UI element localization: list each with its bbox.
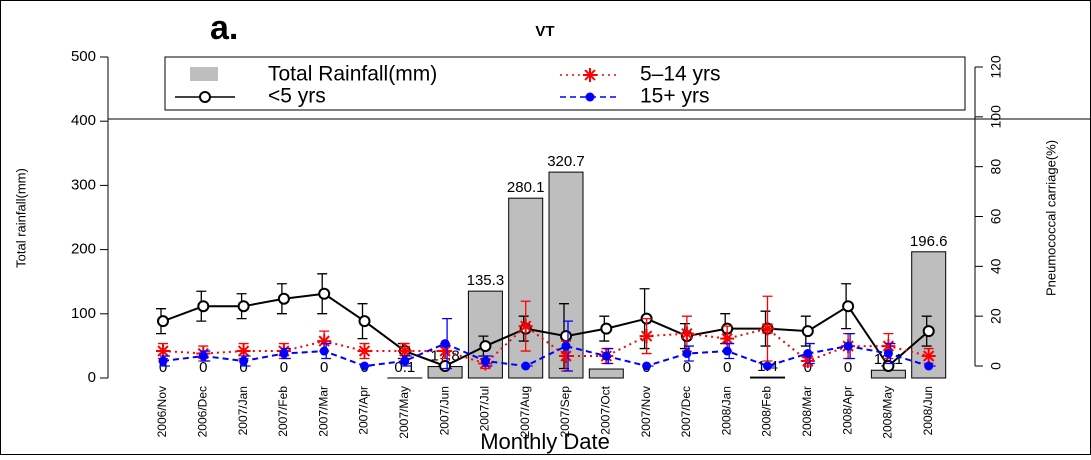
y2-axis-label: Pneumococcal carriage(%) [1043,140,1058,296]
x-tick-label: 2007/Jan [236,386,250,435]
point [642,362,651,371]
panel-label: a. [210,9,238,47]
point [279,349,288,358]
point [239,357,248,366]
point [682,349,691,358]
point [199,352,208,361]
point [319,289,329,299]
value-label: 0 [723,359,731,376]
point [884,349,893,358]
x-tick-label: 2007/Dec [679,386,693,437]
point [159,357,168,366]
y2-tick-label: 40 [988,258,1004,274]
point [480,341,490,351]
legend-label: <5 yrs [268,85,326,108]
point [924,326,934,336]
point [602,352,611,361]
y2-tick-label: 60 [988,209,1004,225]
point [803,326,813,336]
legend-marker [200,92,210,102]
y2-tick-label: 0 [988,362,1004,370]
point [843,301,853,311]
legend-label: Total Rainfall(mm) [268,63,437,86]
legend-label: 5–14 yrs [640,63,721,86]
x-tick-label: 2007/Feb [276,386,290,437]
point [803,349,812,358]
x-tick-label: 2007/Aug [518,386,532,437]
point [763,362,772,371]
x-axis-label: Monthly Date [480,429,610,454]
point [883,361,893,371]
x-tick-label: 2006/Dec [195,386,209,437]
legend-marker [586,93,595,102]
point [922,349,936,363]
point [441,339,450,348]
x-tick-label: 2007/Mar [316,386,330,437]
y2-tick-label: 80 [988,159,1004,175]
point [723,347,732,356]
point [924,362,933,371]
point [360,362,369,371]
point [279,294,289,304]
y-tick-label: 200 [71,241,96,258]
point [561,331,571,341]
x-tick-label: 2008/Jun [921,386,935,435]
point [559,349,573,363]
y-tick-label: 500 [71,48,96,65]
point [360,316,370,326]
point [198,301,208,311]
x-tick-label: 2008/May [881,386,895,439]
x-tick-label: 2007/Nov [639,386,653,437]
y-tick-label: 300 [71,176,96,193]
point [680,327,694,341]
y2-tick-label: 20 [988,308,1004,324]
point [158,316,168,326]
point [481,357,490,366]
value-label: 0 [844,359,852,376]
x-tick-label: 2008/Mar [800,386,814,437]
x-tick-label: 2007/Jul [478,386,492,431]
x-tick-label: 2007/Oct [598,385,612,434]
y-tick-label: 100 [71,305,96,322]
point [640,329,654,343]
x-tick-label: 2008/Feb [760,386,774,437]
x-tick-label: 2007/Sep [558,386,572,438]
point [601,324,611,334]
x-tick-label: 2008/Jan [719,386,733,435]
bar [751,377,785,378]
point [358,344,372,358]
point [320,347,329,356]
point [440,361,450,371]
x-tick-label: 2008/Apr [840,386,854,435]
x-tick-label: 2007/Apr [357,386,371,435]
value-label: 320.7 [547,153,585,170]
x-tick-label: 2006/Nov [155,386,169,437]
point [400,357,409,366]
chart-title: VT [535,23,554,40]
value-label: 280.1 [507,179,545,196]
x-tick-label: 2007/Jun [437,386,451,435]
point [317,334,331,348]
y2-tick-label: 100 [988,105,1004,129]
value-label: 0 [320,359,328,376]
y-axis-label: Total rainfall(mm) [13,168,28,268]
point [844,342,853,351]
point [519,319,533,333]
point [239,301,249,311]
value-label: 0 [280,359,288,376]
y-tick-label: 400 [71,112,96,129]
point [521,362,530,371]
value-label: 135.3 [467,272,505,289]
value-label: 196.6 [910,233,948,250]
legend-swatch [190,67,218,81]
y-tick-label: 0 [88,369,96,386]
y2-tick-label: 120 [988,55,1004,79]
point [761,322,775,336]
point [562,342,571,351]
bar [589,369,623,378]
legend-marker [583,68,597,82]
x-tick-label: 2007/May [397,386,411,439]
legend-label: 15+ yrs [640,85,709,108]
